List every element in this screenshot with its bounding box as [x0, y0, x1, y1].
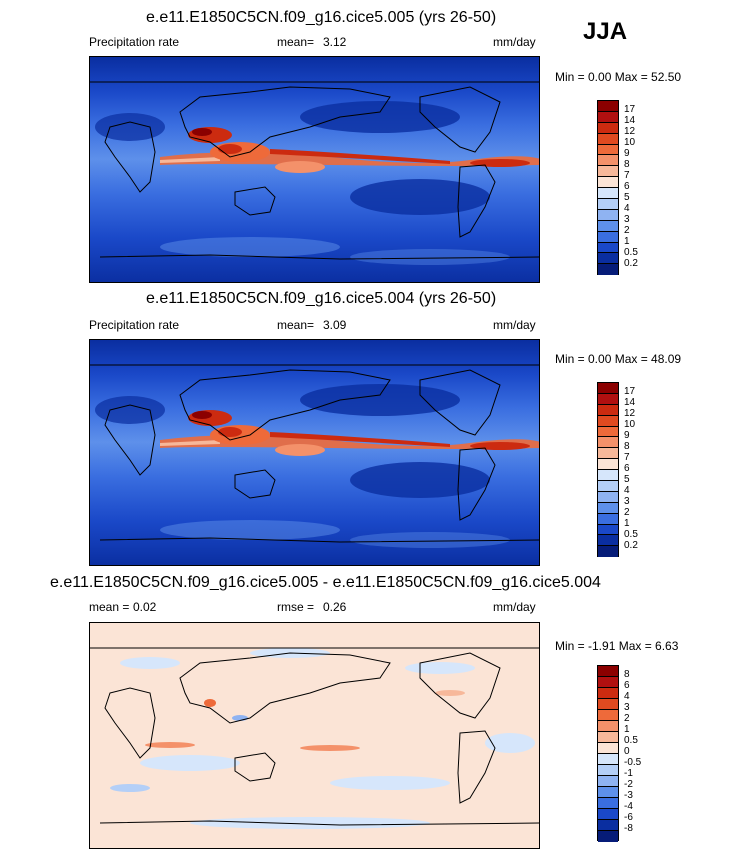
tick-label: 6 — [624, 181, 630, 192]
tick-label: 0.5 — [624, 529, 638, 540]
tick-label: 14 — [624, 115, 636, 126]
tick-label: 6 — [624, 680, 630, 691]
tick-label: 12 — [624, 408, 636, 419]
tick-label: 9 — [624, 148, 630, 159]
tick-label: 5 — [624, 474, 630, 485]
tick-label: -2 — [624, 779, 633, 790]
panel2-mean-label: mean= — [277, 318, 315, 332]
panel1-mean-label: mean= — [277, 35, 315, 49]
panel2-title: e.e11.E1850C5CN.f09_g16.cice5.004 (yrs 2… — [146, 290, 497, 307]
tick-label: 0.5 — [624, 247, 638, 258]
panel1-minmax: Min = 0.00 Max = 52.50 — [555, 70, 682, 84]
panel2-mean-value: 3.09 — [323, 318, 347, 332]
panel2-precip-map — [89, 339, 540, 566]
tick-label: 3 — [624, 214, 630, 225]
tick-label: 0 — [624, 746, 630, 757]
panel1-title: e.e11.E1850C5CN.f09_g16.cice5.005 (yrs 2… — [146, 9, 497, 26]
tick-label: 14 — [624, 397, 636, 408]
panel3-units: mm/day — [493, 600, 536, 614]
tick-label: 4 — [624, 691, 630, 702]
tick-label: 1 — [624, 518, 630, 529]
panel2-variable-label: Precipitation rate — [89, 318, 180, 332]
tick-label: 1 — [624, 724, 630, 735]
tick-label: 17 — [624, 386, 636, 397]
panel3-difference-map — [89, 622, 540, 849]
tick-label: 8 — [624, 669, 630, 680]
tick-label: 0.5 — [624, 735, 638, 746]
tick-label: 2 — [624, 225, 630, 236]
tick-label: -0.5 — [624, 757, 642, 768]
tick-label: 5 — [624, 192, 630, 203]
tick-label: 6 — [624, 463, 630, 474]
tick-label: 8 — [624, 159, 630, 170]
panel2-colorbar — [597, 382, 619, 558]
panel3-minmax: Min = -1.91 Max = 6.63 — [555, 639, 679, 653]
tick-label: -1 — [624, 768, 633, 779]
season-label: JJA — [583, 18, 628, 45]
panel1-variable-label: Precipitation rate — [89, 35, 180, 49]
tick-label: 7 — [624, 452, 630, 463]
tick-label: 4 — [624, 203, 630, 214]
tick-label: 12 — [624, 126, 636, 137]
tick-label: -3 — [624, 790, 633, 801]
tick-label: -4 — [624, 801, 633, 812]
panel3-title: e.e11.E1850C5CN.f09_g16.cice5.005 - e.e1… — [50, 574, 601, 591]
tick-label: 0.2 — [624, 540, 638, 551]
panel3-rmse-value: 0.26 — [323, 600, 347, 614]
panel1-colorbar — [597, 100, 619, 276]
tick-label: 3 — [624, 702, 630, 713]
panel1-units: mm/day — [493, 35, 536, 49]
panel2-minmax: Min = 0.00 Max = 48.09 — [555, 352, 682, 366]
panel2-units: mm/day — [493, 318, 536, 332]
tick-label: 0.2 — [624, 258, 638, 269]
tick-label: 2 — [624, 507, 630, 518]
tick-label: 1 — [624, 236, 630, 247]
panel3-mean-label: mean = — [89, 600, 130, 614]
tick-label: -8 — [624, 823, 633, 834]
tick-label: 10 — [624, 137, 636, 148]
panel3-mean-value: 0.02 — [133, 600, 157, 614]
panel3-colorbar — [597, 665, 619, 842]
tick-label: 7 — [624, 170, 630, 181]
tick-label: 3 — [624, 496, 630, 507]
panel1-precip-map — [89, 56, 540, 283]
tick-label: 9 — [624, 430, 630, 441]
panel1-mean-value: 3.12 — [323, 35, 347, 49]
tick-label: 17 — [624, 104, 636, 115]
panel3-rmse-label: rmse = — [277, 600, 315, 614]
tick-label: 2 — [624, 713, 630, 724]
tick-label: 10 — [624, 419, 636, 430]
tick-label: 8 — [624, 441, 630, 452]
tick-label: 4 — [624, 485, 630, 496]
tick-label: -6 — [624, 812, 633, 823]
